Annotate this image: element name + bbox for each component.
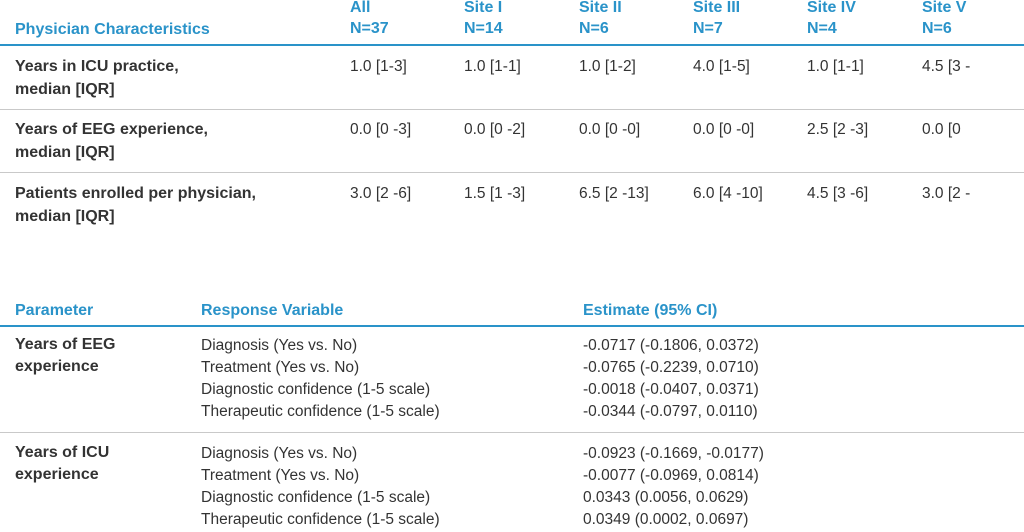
cell-site4: 4.5 [3 -6] bbox=[807, 185, 869, 202]
col-site4-name: Site IV bbox=[807, 0, 856, 16]
row-label-sub: median [IQR] bbox=[15, 144, 115, 161]
cell-site5: 0.0 [0 bbox=[922, 121, 961, 138]
estimate-cell: -0.0344 (-0.0797, 0.0110) bbox=[583, 403, 758, 420]
response-cell: Diagnostic confidence (1-5 scale) bbox=[201, 381, 431, 398]
estimate-cell: 0.0343 (0.0056, 0.0629) bbox=[583, 489, 749, 506]
cell-site3: 0.0 [0 -0] bbox=[693, 121, 755, 138]
row-divider bbox=[0, 172, 1024, 173]
col-all-n: N=37 bbox=[350, 20, 389, 37]
cell-all: 3.0 [2 -6] bbox=[350, 185, 412, 202]
col-site1-n: N=14 bbox=[464, 20, 503, 37]
col-site2-name: Site II bbox=[579, 0, 622, 16]
cell-site5: 4.5 [3 - bbox=[922, 58, 971, 75]
response-cell: Diagnosis (Yes vs. No) bbox=[201, 445, 358, 462]
group-label-sub: experience bbox=[15, 466, 99, 483]
table2-header-parameter: Parameter bbox=[15, 302, 94, 319]
estimate-cell: 0.0349 (0.0002, 0.0697) bbox=[583, 511, 749, 528]
estimate-cell: -0.0765 (-0.2239, 0.0710) bbox=[583, 359, 759, 376]
row-label-sub: median [IQR] bbox=[15, 81, 115, 98]
row-label: Years of EEG experience, bbox=[15, 121, 208, 138]
row-divider bbox=[0, 109, 1024, 110]
col-site5-n: N=6 bbox=[922, 20, 952, 37]
cell-site3: 4.0 [1-5] bbox=[693, 58, 750, 75]
response-cell: Diagnostic confidence (1-5 scale) bbox=[201, 489, 431, 506]
cell-site4: 1.0 [1-1] bbox=[807, 58, 864, 75]
cell-all: 1.0 [1-3] bbox=[350, 58, 407, 75]
estimate-cell: -0.0018 (-0.0407, 0.0371) bbox=[583, 381, 759, 398]
group-label-sub: experience bbox=[15, 358, 99, 375]
col-site5-name: Site V bbox=[922, 0, 967, 16]
table1-header-label: Physician Characteristics bbox=[15, 21, 210, 38]
col-all-name: All bbox=[350, 0, 371, 16]
row-label: Patients enrolled per physician, bbox=[15, 185, 256, 202]
table2-header-estimate: Estimate (95% CI) bbox=[583, 302, 718, 319]
row-label-sub: median [IQR] bbox=[15, 208, 115, 225]
col-site3-name: Site III bbox=[693, 0, 741, 16]
col-site1-name: Site I bbox=[464, 0, 503, 16]
response-cell: Treatment (Yes vs. No) bbox=[201, 359, 360, 376]
col-site2-n: N=6 bbox=[579, 20, 609, 37]
response-cell: Treatment (Yes vs. No) bbox=[201, 467, 360, 484]
cell-site2: 6.5 [2 -13] bbox=[579, 185, 649, 202]
cell-site2: 1.0 [1-2] bbox=[579, 58, 636, 75]
response-cell: Therapeutic confidence (1-5 scale) bbox=[201, 511, 440, 528]
table2-header-response: Response Variable bbox=[201, 302, 344, 319]
estimate-cell: -0.0077 (-0.0969, 0.0814) bbox=[583, 467, 759, 484]
group-label: Years of EEG bbox=[15, 336, 116, 353]
cell-all: 0.0 [0 -3] bbox=[350, 121, 412, 138]
cell-site5: 3.0 [2 - bbox=[922, 185, 971, 202]
table1-header-rule bbox=[0, 44, 1024, 46]
cell-site1: 0.0 [0 -2] bbox=[464, 121, 526, 138]
row-label: Years in ICU practice, bbox=[15, 58, 179, 75]
response-cell: Therapeutic confidence (1-5 scale) bbox=[201, 403, 440, 420]
cell-site1: 1.5 [1 -3] bbox=[464, 185, 526, 202]
cell-site4: 2.5 [2 -3] bbox=[807, 121, 869, 138]
response-cell: Diagnosis (Yes vs. No) bbox=[201, 337, 358, 354]
cell-site2: 0.0 [0 -0] bbox=[579, 121, 641, 138]
cell-site3: 6.0 [4 -10] bbox=[693, 185, 763, 202]
table2-header-rule bbox=[0, 325, 1024, 327]
group-label: Years of ICU bbox=[15, 444, 110, 461]
cell-site1: 1.0 [1-1] bbox=[464, 58, 521, 75]
group-divider bbox=[0, 432, 1024, 433]
col-site4-n: N=4 bbox=[807, 20, 837, 37]
estimate-cell: -0.0923 (-0.1669, -0.0177) bbox=[583, 445, 764, 462]
estimate-cell: -0.0717 (-0.1806, 0.0372) bbox=[583, 337, 759, 354]
col-site3-n: N=7 bbox=[693, 20, 723, 37]
